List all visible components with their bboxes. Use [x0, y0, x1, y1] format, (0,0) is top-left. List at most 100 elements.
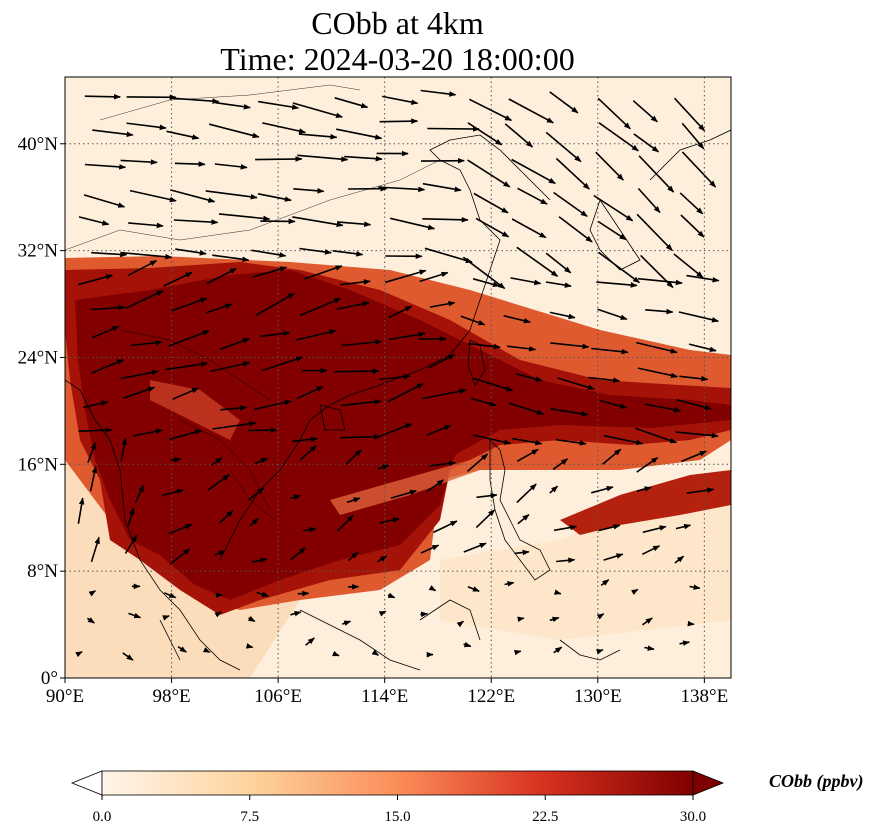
wind-arrow: [77, 274, 113, 286]
wind-arrow: [376, 423, 413, 439]
wind-arrow: [219, 337, 251, 351]
wind-arrow: [175, 248, 207, 256]
wind-arrow: [168, 523, 193, 535]
wind-arrow: [88, 590, 96, 597]
lon-tick-label: 122°E: [467, 686, 515, 707]
wind-arrow: [550, 342, 590, 350]
wind-arrow: [517, 616, 525, 622]
wind-arrow: [504, 123, 534, 148]
wind-arrow: [173, 219, 219, 225]
wind-arrow: [254, 399, 292, 411]
colorbar-tick-label: 0.0: [93, 809, 112, 825]
wind-arrow: [171, 297, 208, 312]
wind-arrow: [220, 405, 248, 411]
wind-arrow: [169, 429, 203, 441]
wind-arrow: [591, 347, 629, 355]
wind-arrow: [553, 524, 578, 532]
wind-arrow: [511, 437, 543, 446]
wind-arrow: [214, 550, 226, 556]
wind-arrow: [132, 428, 163, 437]
wind-arrow: [642, 617, 653, 626]
wind-arrow: [422, 216, 469, 223]
wind-arrow: [344, 155, 383, 162]
wind-arrow: [422, 388, 467, 400]
wind-arrow: [378, 186, 426, 193]
wind-arrow: [165, 361, 208, 371]
colorbar-tick-label: 30.0: [680, 809, 706, 825]
wind-arrow: [260, 330, 291, 338]
wind-arrow: [515, 373, 543, 382]
wind-arrow: [129, 189, 177, 203]
wind-arrow: [299, 297, 342, 317]
wind-arrow: [508, 98, 554, 124]
wind-arrow: [218, 510, 234, 524]
wind-arrow: [549, 91, 579, 114]
wind-arrow: [303, 526, 317, 533]
wind-arrow: [517, 187, 548, 205]
wind-arrow: [91, 359, 125, 374]
wind-arrow: [92, 325, 120, 339]
wind-arrow: [120, 369, 159, 380]
wind-arrow: [347, 551, 359, 562]
wind-arrow: [332, 650, 340, 657]
co-field-high: [560, 470, 731, 535]
wind-arrow: [467, 159, 511, 188]
colorbar-bar: [101, 770, 694, 796]
wind-arrow: [163, 592, 177, 599]
wind-arrow: [597, 97, 631, 130]
wind-arrow: [298, 133, 338, 140]
lon-tick-label: 114°E: [361, 686, 408, 707]
wind-arrow: [510, 277, 542, 286]
wind-arrow: [130, 339, 163, 347]
lat-tick-label: 16°N: [18, 454, 59, 475]
wind-arrow: [297, 154, 349, 162]
wind-arrow: [91, 304, 126, 311]
lat-tick-label: 0°: [41, 668, 58, 689]
wind-arrow: [262, 122, 306, 134]
colorbar-title: CObb (ppbv): [769, 771, 863, 792]
wind-arrow: [337, 221, 372, 227]
wind-arrow: [603, 553, 624, 561]
wind-arrow: [420, 544, 440, 554]
wind-arrow: [128, 222, 164, 229]
wind-arrow: [466, 453, 489, 473]
wind-arrow: [92, 129, 134, 138]
wind-arrow: [120, 437, 128, 461]
coastlines: [65, 129, 731, 671]
wind-arrow: [545, 131, 582, 163]
colorbar-tick-label: 22.5: [532, 809, 558, 825]
wind-arrow: [558, 216, 593, 243]
wind-arrow: [293, 187, 325, 194]
wind-arrow: [641, 545, 661, 556]
wind-vectors: [75, 89, 720, 661]
wind-arrow: [516, 246, 559, 277]
wind-arrow: [379, 517, 400, 524]
wind-arrow: [545, 281, 572, 288]
wind-arrow: [507, 345, 537, 352]
wind-arrow: [596, 613, 605, 620]
wind-arrow: [89, 465, 98, 492]
wind-arrow: [341, 620, 352, 626]
wind-arrow: [600, 579, 610, 587]
wind-arrow: [553, 646, 563, 654]
wind-arrow: [202, 647, 211, 654]
wind-arrow: [377, 464, 390, 470]
wind-arrow: [428, 353, 456, 369]
wind-arrow: [332, 250, 364, 257]
wind-arrow: [681, 122, 705, 150]
wind-arrow: [340, 399, 382, 407]
wind-arrow: [334, 97, 369, 109]
wind-arrow: [597, 308, 628, 321]
wind-arrow: [471, 397, 497, 407]
wind-arrow: [215, 101, 251, 110]
lon-tick-label: 106°E: [254, 686, 302, 707]
wind-arrow: [635, 427, 678, 444]
wind-arrow: [514, 549, 530, 556]
wind-arrow: [168, 330, 210, 347]
colorbar-tick-label: 15.0: [384, 809, 410, 825]
co-field-streak: [330, 460, 480, 515]
wind-arrow: [550, 408, 589, 417]
wind-arrow: [205, 190, 258, 200]
wind-arrow: [636, 213, 673, 251]
wind-arrow: [593, 194, 634, 222]
